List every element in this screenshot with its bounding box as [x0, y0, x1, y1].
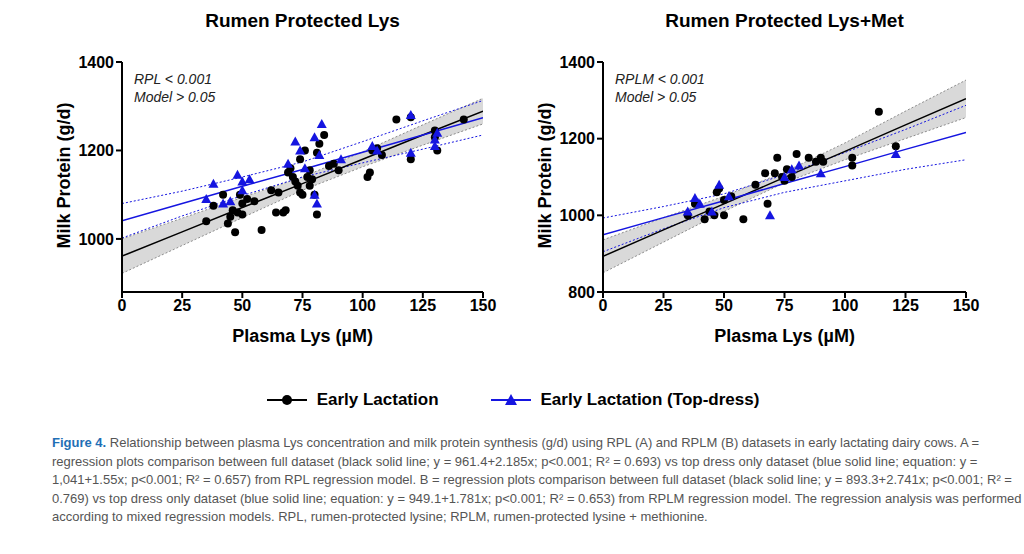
svg-text:50: 50 — [233, 297, 251, 314]
svg-text:100: 100 — [832, 297, 859, 314]
html-text:Model > 0.05: Model > 0.05 — [134, 89, 216, 105]
html-text:Milk Protein (g/d): Milk Protein (g/d) — [534, 102, 555, 249]
svg-text:1400: 1400 — [78, 54, 114, 71]
html-text:Milk Protein (g/d): Milk Protein (g/d) — [53, 102, 74, 249]
svg-text:150: 150 — [470, 297, 497, 314]
svg-text:25: 25 — [173, 297, 191, 314]
html-text:Early Lactation (Top-dress): Early Lactation (Top-dress) — [540, 390, 760, 409]
svg-text:1200: 1200 — [78, 142, 114, 159]
svg-text:150: 150 — [953, 297, 980, 314]
html-text:Plasma Lys (µM): Plasma Lys (µM) — [714, 326, 855, 346]
svg-text:1400: 1400 — [559, 54, 595, 71]
svg-text:1200: 1200 — [559, 130, 595, 147]
html-text:Rumen Protected Lys+Met: Rumen Protected Lys+Met — [665, 10, 904, 31]
html-text:RPLM < 0.001: RPLM < 0.001 — [615, 71, 705, 87]
svg-text:25: 25 — [655, 297, 673, 314]
html-text:Model > 0.05: Model > 0.05 — [615, 89, 697, 105]
svg-text:0: 0 — [118, 297, 127, 314]
svg-text:125: 125 — [892, 297, 919, 314]
html-text:RPL < 0.001: RPL < 0.001 — [134, 71, 212, 87]
svg-text:100: 100 — [349, 297, 376, 314]
svg-text:0: 0 — [599, 297, 608, 314]
html-text:Plasma Lys (µM): Plasma Lys (µM) — [232, 326, 373, 346]
svg-text:50: 50 — [715, 297, 733, 314]
svg-text:1000: 1000 — [78, 231, 114, 248]
html-text:Rumen Protected Lys: Rumen Protected Lys — [205, 10, 400, 31]
svg-text:75: 75 — [776, 297, 794, 314]
svg-text:125: 125 — [409, 297, 436, 314]
svg-text:1000: 1000 — [559, 207, 595, 224]
svg-text:75: 75 — [294, 297, 312, 314]
html-text:Figure 4. Relationship between: Figure 4. Relationship between plasma Ly… — [52, 435, 1022, 524]
svg-text:800: 800 — [568, 284, 595, 301]
html-text:Early Lactation: Early Lactation — [316, 390, 439, 409]
